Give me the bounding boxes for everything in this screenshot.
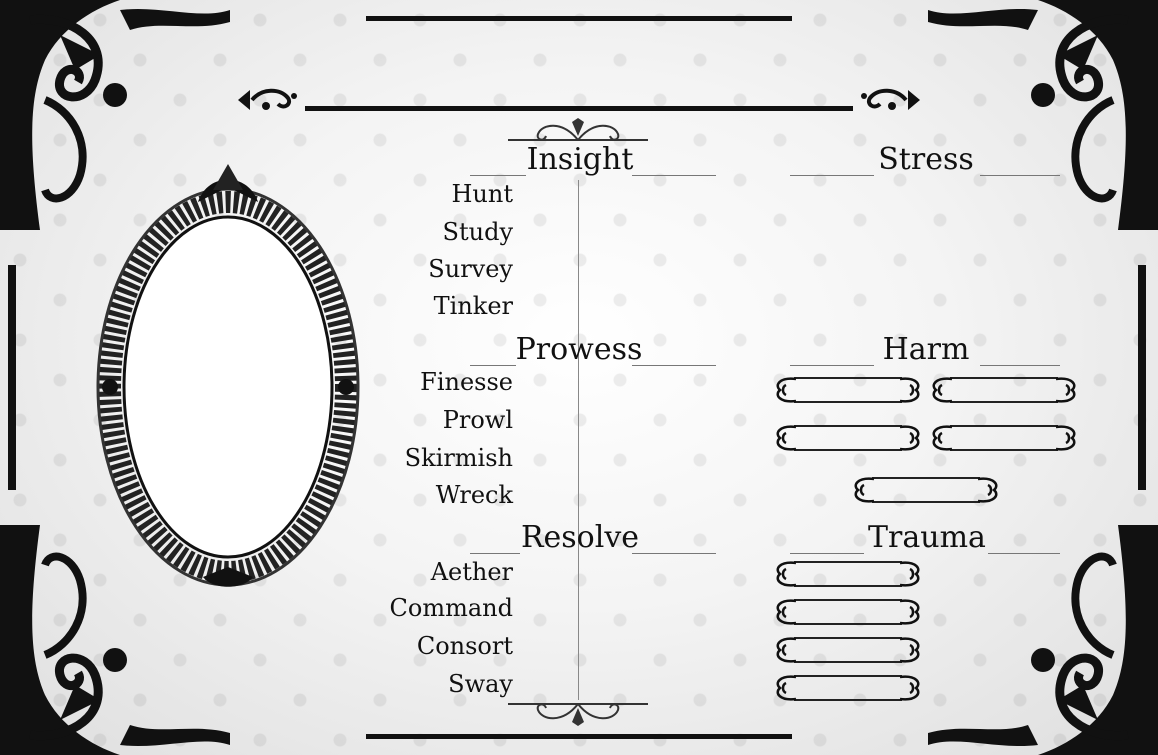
harm-box[interactable] xyxy=(928,420,1080,456)
header-flourish-left-icon xyxy=(238,88,297,110)
header-rule xyxy=(305,106,853,111)
title-underline xyxy=(790,175,874,176)
action-aether[interactable]: Aether xyxy=(430,558,513,586)
action-tinker[interactable]: Tinker xyxy=(433,292,513,320)
title-underline xyxy=(632,553,716,554)
title-underline xyxy=(470,365,516,366)
action-column-divider xyxy=(578,180,579,700)
trauma-title: Trauma xyxy=(868,520,986,555)
scroll-ornament-top-icon xyxy=(508,118,648,141)
title-underline xyxy=(790,365,874,366)
harm-box[interactable] xyxy=(772,372,924,408)
corner-flourish-icon xyxy=(928,525,1158,755)
top-rule xyxy=(366,16,792,21)
section-title-resolve: Resolve xyxy=(520,520,640,555)
action-survey[interactable]: Survey xyxy=(428,255,513,283)
trauma-box[interactable] xyxy=(772,556,924,592)
harm-box[interactable] xyxy=(850,472,1002,508)
header-flourish-right-icon xyxy=(861,88,920,110)
action-finesse[interactable]: Finesse xyxy=(420,368,513,396)
corner-flourish-icon xyxy=(928,0,1158,230)
title-underline xyxy=(980,175,1060,176)
corner-flourish-icon xyxy=(0,525,230,755)
corner-flourish-icon xyxy=(0,0,230,230)
title-underline xyxy=(632,175,716,176)
trauma-box[interactable] xyxy=(772,632,924,668)
title-underline xyxy=(470,553,520,554)
bottom-rule xyxy=(366,734,792,739)
section-title-prowess: Prowess xyxy=(515,332,643,367)
action-command[interactable]: Command xyxy=(389,594,513,622)
title-underline xyxy=(790,553,864,554)
right-border-bar xyxy=(1138,265,1146,490)
harm-box[interactable] xyxy=(928,372,1080,408)
left-border-bar xyxy=(8,265,16,490)
harm-title: Harm xyxy=(882,332,970,367)
action-prowl[interactable]: Prowl xyxy=(442,406,513,434)
section-title-insight: Insight xyxy=(526,142,634,177)
trauma-box[interactable] xyxy=(772,594,924,630)
action-wreck[interactable]: Wreck xyxy=(435,481,513,509)
title-underline xyxy=(470,175,526,176)
action-sway[interactable]: Sway xyxy=(448,670,513,698)
action-hunt[interactable]: Hunt xyxy=(451,180,514,208)
action-consort[interactable]: Consort xyxy=(416,632,513,660)
harm-box[interactable] xyxy=(772,420,924,456)
action-study[interactable]: Study xyxy=(442,218,513,246)
scroll-ornament-bottom-icon xyxy=(508,703,648,726)
stress-title: Stress xyxy=(878,142,974,177)
title-underline xyxy=(988,553,1060,554)
title-underline xyxy=(632,365,716,366)
action-skirmish[interactable]: Skirmish xyxy=(404,444,513,472)
title-underline xyxy=(980,365,1060,366)
trauma-box[interactable] xyxy=(772,670,924,706)
ornate-oval-frame-icon xyxy=(96,164,360,587)
